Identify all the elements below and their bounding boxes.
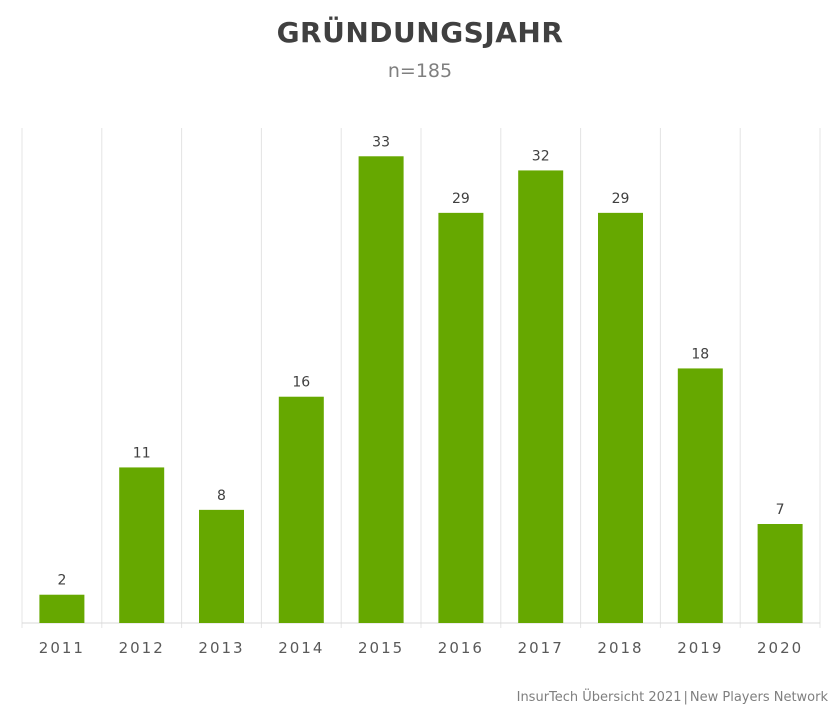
- data-label: 11: [133, 445, 151, 461]
- footer-source: InsurTech Übersicht 2021 | New Players Net…: [517, 690, 828, 705]
- x-tick-label: 2020: [757, 639, 803, 657]
- data-label: 2: [57, 573, 66, 589]
- footer-separator: |: [683, 690, 688, 705]
- x-tick-label: 2017: [518, 639, 564, 657]
- x-tick-label: 2018: [597, 639, 643, 657]
- bar-chart: 2 2011 11 2012 8 2013 16 2014 33 2015 29 2016 32 2017…: [21, 128, 821, 657]
- x-tick-label: 2016: [438, 639, 484, 657]
- x-tick-label: 2019: [677, 639, 723, 657]
- data-label: 29: [452, 191, 470, 207]
- bar: [438, 212, 484, 623]
- x-tick-label: 2013: [198, 639, 244, 657]
- x-tick-label: 2011: [39, 639, 85, 657]
- bar: [757, 524, 803, 623]
- bar: [199, 509, 244, 623]
- chart-subtitle: n=185: [387, 60, 453, 82]
- bar: [598, 212, 643, 623]
- x-tick-label: 2014: [278, 639, 324, 657]
- bar: [518, 170, 564, 623]
- footer-source-right: New Players Network: [689, 690, 828, 705]
- bar: [119, 467, 165, 623]
- data-label: 29: [612, 191, 630, 207]
- data-label: 8: [217, 488, 226, 504]
- chart-title: GRÜNDUNGSJAHR: [276, 16, 564, 49]
- footer-source-left: InsurTech Übersicht 2021: [516, 690, 682, 705]
- data-label: 32: [532, 148, 550, 164]
- bar: [358, 156, 404, 624]
- x-tick-label: 2012: [119, 639, 165, 657]
- data-label: 33: [372, 134, 390, 150]
- data-label: 18: [691, 346, 709, 362]
- bar: [278, 396, 324, 623]
- data-label: 7: [776, 502, 785, 518]
- bar: [39, 594, 85, 623]
- x-tick-label: 2015: [358, 639, 404, 657]
- bar: [677, 368, 723, 623]
- data-label: 16: [292, 375, 310, 391]
